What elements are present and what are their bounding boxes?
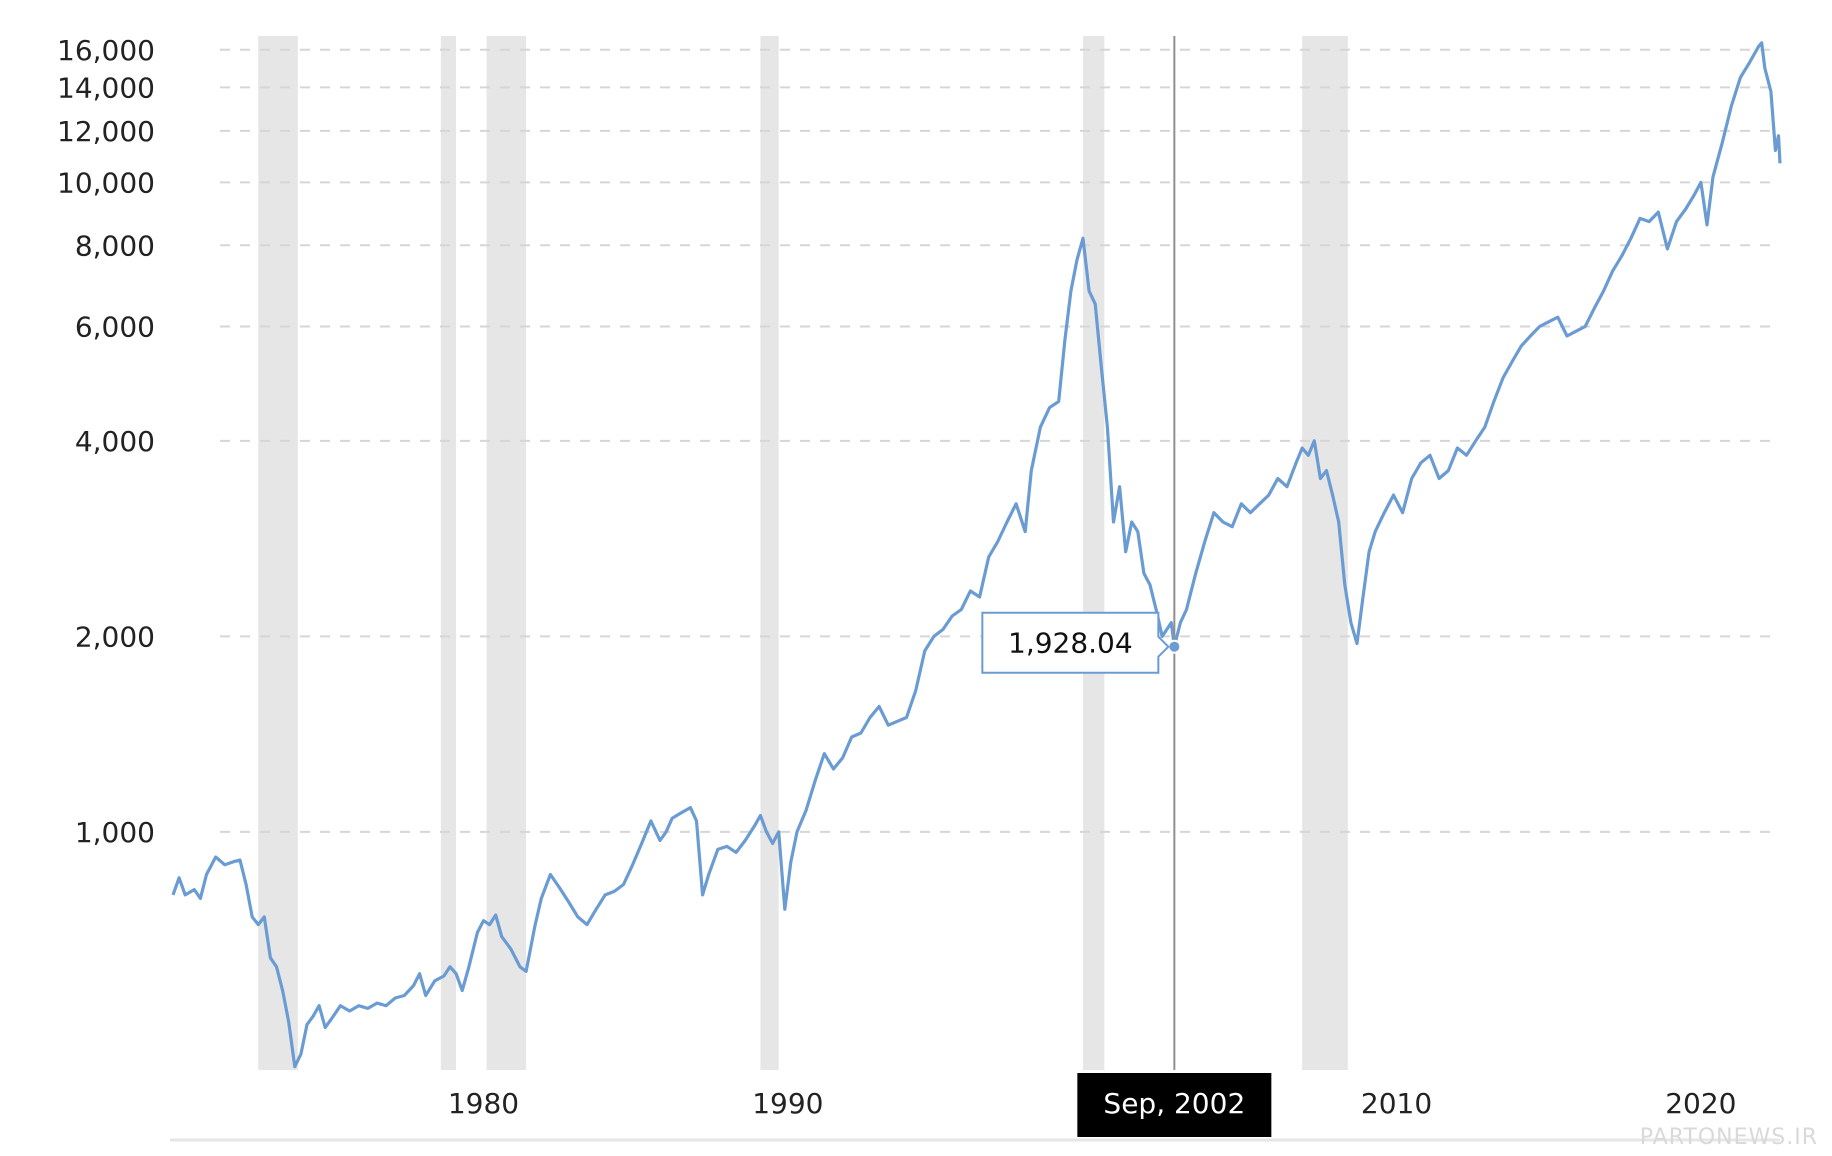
y-tick-label: 4,000: [75, 425, 155, 458]
highlight-point: [1167, 639, 1182, 654]
tooltip-box: [981, 611, 1170, 674]
recession-band: [258, 36, 298, 1070]
crosshair-date-box: [1077, 1073, 1272, 1137]
x-tick-label: 1980: [448, 1087, 519, 1120]
y-tick-label: 12,000: [57, 115, 155, 148]
y-tick-label: 14,000: [57, 71, 155, 104]
recession-band: [440, 36, 457, 1070]
watermark-text: PARTONEWS.IR: [1639, 1125, 1818, 1150]
x-tick-label: 2020: [1665, 1087, 1736, 1120]
y-tick-label: 10,000: [57, 166, 155, 199]
y-tick-label: 2,000: [75, 620, 155, 653]
recession-bands: [258, 36, 1348, 1070]
x-tick-label: 2010: [1361, 1087, 1432, 1120]
y-axis-ticks: 1,000 2,000 4,000 6,000 8,000 10,000 12,000 14,…: [57, 34, 155, 849]
y-tick-label: 8,000: [75, 229, 155, 262]
recession-band: [760, 36, 779, 1070]
highlight-group: 1,928.04 Sep, 2002: [981, 36, 1272, 1137]
recession-band: [486, 36, 527, 1070]
crosshair-date-label: Sep, 2002: [1103, 1087, 1245, 1120]
x-tick-label: 1990: [752, 1087, 823, 1120]
y-tick-label: 1,000: [75, 816, 155, 849]
y-tick-label: 6,000: [75, 310, 155, 343]
series-line: [171, 41, 1782, 1069]
y-tick-label: 16,000: [57, 34, 155, 67]
tooltip-value: 1,928.04: [1008, 627, 1133, 660]
series-group: [171, 41, 1782, 1069]
x-axis-ticks: 1980 1990 2010 2020: [448, 1087, 1737, 1120]
recession-band: [1083, 36, 1105, 1070]
